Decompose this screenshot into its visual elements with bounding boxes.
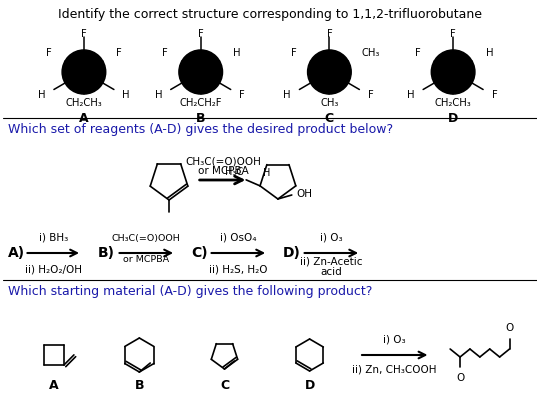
Text: F: F xyxy=(45,48,51,58)
Text: ii) Zn, CH₃COOH: ii) Zn, CH₃COOH xyxy=(353,365,437,375)
Text: F: F xyxy=(239,90,245,100)
Text: D: D xyxy=(305,379,315,392)
Circle shape xyxy=(308,50,351,94)
Text: A): A) xyxy=(8,246,25,260)
Text: or MCPBA: or MCPBA xyxy=(123,255,170,264)
Circle shape xyxy=(431,50,475,94)
Text: CH₃: CH₃ xyxy=(320,98,339,108)
Text: F: F xyxy=(415,48,421,58)
Text: B: B xyxy=(134,379,144,392)
Text: F: F xyxy=(492,90,497,100)
Text: C: C xyxy=(220,379,229,392)
Text: H: H xyxy=(154,90,162,100)
Text: F: F xyxy=(327,29,332,39)
Text: H₃C: H₃C xyxy=(225,167,243,177)
Text: CH₂CH₂F: CH₂CH₂F xyxy=(179,98,222,108)
Text: F: F xyxy=(81,29,87,39)
Circle shape xyxy=(62,50,106,94)
Text: Which set of reagents (A-D) gives the desired product below?: Which set of reagents (A-D) gives the de… xyxy=(8,123,393,136)
Text: F: F xyxy=(198,29,204,39)
Text: A: A xyxy=(49,379,59,392)
Text: i) OsO₄: i) OsO₄ xyxy=(220,233,256,243)
Text: i) O₃: i) O₃ xyxy=(383,335,406,345)
Text: F: F xyxy=(368,90,374,100)
Text: C): C) xyxy=(191,246,207,260)
Text: H: H xyxy=(38,90,45,100)
Text: H: H xyxy=(284,90,291,100)
Text: H: H xyxy=(123,90,130,100)
Text: H: H xyxy=(233,48,241,58)
Text: CH₂CH₃: CH₂CH₃ xyxy=(435,98,471,108)
Text: F: F xyxy=(163,48,168,58)
Text: F: F xyxy=(291,48,297,58)
Text: B: B xyxy=(196,112,205,126)
Text: ii) H₂O₂/OH: ii) H₂O₂/OH xyxy=(25,264,82,274)
Text: F: F xyxy=(117,48,122,58)
Text: acid: acid xyxy=(321,267,342,277)
Text: H: H xyxy=(263,168,271,178)
Text: or MCPBA: or MCPBA xyxy=(198,166,249,176)
Text: F: F xyxy=(450,29,456,39)
Text: Identify the correct structure corresponding to 1,1,2-trifluorobutane: Identify the correct structure correspon… xyxy=(58,8,482,21)
Text: D): D) xyxy=(283,246,301,260)
Circle shape xyxy=(179,50,222,94)
Text: i) BH₃: i) BH₃ xyxy=(38,233,68,243)
Text: i) O₃: i) O₃ xyxy=(320,233,343,243)
Text: A: A xyxy=(79,112,89,126)
Text: O: O xyxy=(456,373,464,383)
Text: ii) Zn-Acetic: ii) Zn-Acetic xyxy=(300,257,363,267)
Text: CH₂CH₃: CH₂CH₃ xyxy=(65,98,102,108)
Text: Which starting material (A-D) gives the following product?: Which starting material (A-D) gives the … xyxy=(8,285,372,298)
Text: B): B) xyxy=(98,246,115,260)
Text: D: D xyxy=(448,112,458,126)
Text: H: H xyxy=(407,90,415,100)
Text: CH₃C(=O)OOH: CH₃C(=O)OOH xyxy=(186,156,261,166)
Text: O: O xyxy=(505,323,514,333)
Text: CH₃: CH₃ xyxy=(362,48,380,58)
Text: CH₃C(=O)OOH: CH₃C(=O)OOH xyxy=(112,234,181,243)
Text: C: C xyxy=(325,112,334,126)
Text: OH: OH xyxy=(296,189,313,199)
Text: H: H xyxy=(485,48,493,58)
Text: ii) H₂S, H₂O: ii) H₂S, H₂O xyxy=(209,264,268,274)
